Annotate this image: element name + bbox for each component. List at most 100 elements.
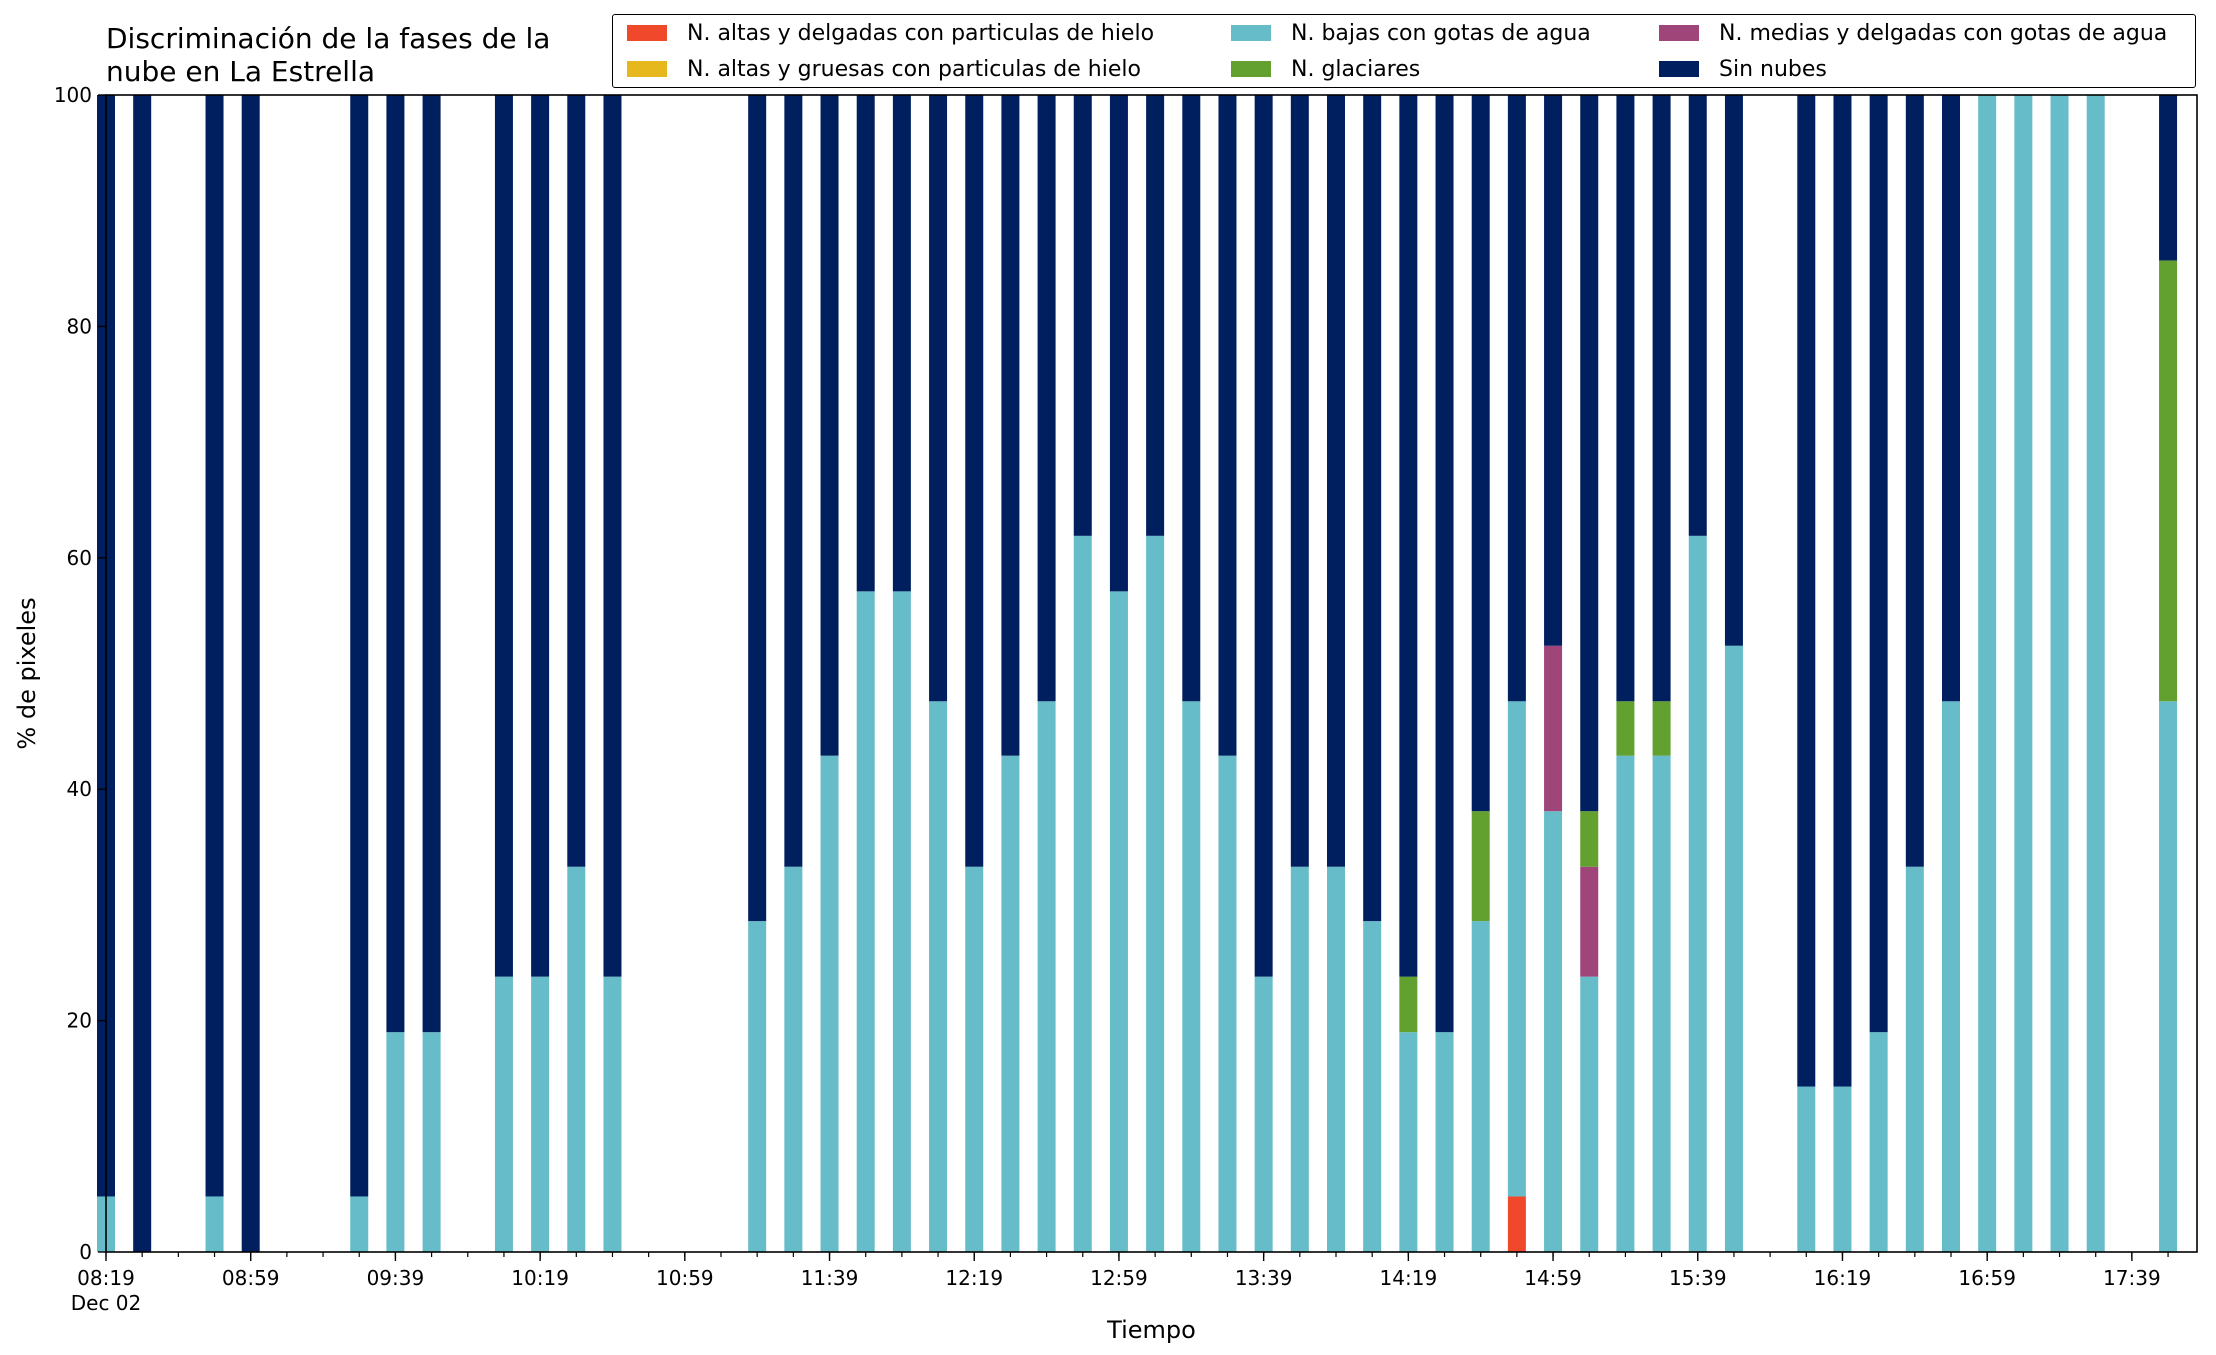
bar-segment-1349-series-5 [1290, 95, 1309, 867]
bar-segment-1349-series-2 [1290, 866, 1309, 1252]
bar-segment-1339-series-5 [1254, 95, 1273, 977]
x-tick-label-0819: 08:19 [77, 1266, 135, 1290]
x-tick-label-1539: 15:39 [1669, 1266, 1727, 1290]
bar-segment-1209-series-2 [929, 701, 948, 1252]
bar-segment-1159-series-5 [892, 95, 911, 592]
bar-segment-1519-series-2 [1616, 755, 1635, 1252]
bar-segment-1459-series-3 [1544, 645, 1563, 812]
x-tick-label-1259: 12:59 [1090, 1266, 1148, 1290]
bar-segment-1539-series-5 [1688, 95, 1707, 536]
x-tick-label-1219: 12:19 [945, 1266, 1003, 1290]
bar-segment-1119-series-2 [748, 921, 767, 1252]
bar-segment-1459-series-5 [1544, 95, 1563, 646]
bar-segment-1659-series-2 [1978, 95, 1997, 1252]
bar-segment-1249-series-2 [1073, 535, 1092, 1252]
bar-segment-0949-series-2 [422, 1032, 441, 1252]
bar-segment-1609-series-5 [1797, 95, 1816, 1087]
x-axis-label: Tiempo [1106, 1316, 1196, 1344]
bar-segment-1219-series-5 [965, 95, 984, 867]
x-tick-label-1619: 16:19 [1814, 1266, 1872, 1290]
bar-segment-1649-series-2 [1942, 701, 1960, 1252]
x-tick-label-1459: 14:59 [1524, 1266, 1582, 1290]
bar-segment-1139-series-2 [820, 755, 839, 1252]
bar-segment-1519-series-5 [1616, 95, 1635, 702]
y-tick-label-60: 60 [67, 546, 92, 570]
x-tick-label-1659: 16:59 [1958, 1266, 2016, 1290]
bar-segment-1419-series-5 [1399, 95, 1418, 977]
bar-segment-0929-series-2 [350, 1196, 369, 1252]
bar-segment-1019-series-2 [531, 976, 550, 1252]
bar-segment-1309-series-2 [1146, 535, 1165, 1252]
bar-segment-1149-series-2 [856, 591, 875, 1252]
chart-title: Discriminación de la fases de la nube en… [106, 22, 550, 88]
bar-segment-0949-series-5 [422, 95, 441, 1033]
bar-segment-1149-series-5 [856, 95, 875, 592]
legend-item-3: N. medias y delgadas con gotas de agua [1659, 18, 2167, 48]
legend-swatch-5 [1659, 61, 1699, 77]
bar-segment-1329-series-2 [1218, 755, 1237, 1252]
bar-segment-1319-series-5 [1182, 95, 1201, 702]
bar-segment-0939-series-5 [386, 95, 405, 1033]
x-tick-label-0939: 09:39 [367, 1266, 425, 1290]
bar-segment-1459-series-2 [1544, 811, 1563, 1252]
bar-segment-1619-series-2 [1833, 1086, 1852, 1252]
bar-segment-1319-series-2 [1182, 701, 1201, 1252]
bar-segment-0829-series-5 [133, 95, 152, 1252]
bar-segment-1629-series-5 [1869, 95, 1888, 1033]
bar-segment-1009-series-5 [494, 95, 513, 977]
bar-segment-1709-series-2 [2014, 95, 2033, 1252]
legend-label-2: N. bajas con gotas de agua [1291, 20, 1591, 46]
bar-segment-1729-series-2 [2086, 95, 2105, 1252]
legend-swatch-4 [1231, 61, 1271, 77]
bar-segment-1639-series-5 [1905, 95, 1924, 867]
bar-segment-1219-series-2 [965, 866, 984, 1252]
bar-segment-1649-series-5 [1942, 95, 1960, 702]
bar-segment-1419-series-2 [1399, 1032, 1418, 1252]
bar-segment-1439-series-4 [1471, 811, 1490, 922]
bar-segment-1249-series-5 [1073, 95, 1092, 536]
legend-item-1: N. altas y gruesas con particulas de hie… [627, 54, 1141, 84]
bar-segment-1159-series-2 [892, 591, 911, 1252]
y-tick-label-100: 100 [54, 83, 92, 107]
bar-segment-1439-series-2 [1471, 921, 1490, 1252]
bar-segment-1509-series-5 [1580, 95, 1599, 812]
legend-label-4: N. glaciares [1291, 56, 1421, 82]
plot-frame [105, 94, 2198, 1253]
legend-swatch-0 [627, 25, 667, 41]
legend-item-2: N. bajas con gotas de agua [1231, 18, 1591, 48]
bar-segment-1029-series-2 [567, 866, 586, 1252]
bar-segment-1639-series-2 [1905, 866, 1924, 1252]
bar-segment-1539-series-2 [1688, 535, 1707, 1252]
bar-segment-1629-series-2 [1869, 1032, 1888, 1252]
bar-segment-0939-series-2 [386, 1032, 405, 1252]
bar-segment-0849-series-5 [205, 95, 224, 1197]
bar-segment-1239-series-5 [1037, 95, 1056, 702]
bar-segment-1019-series-5 [531, 95, 550, 977]
bar-segment-0849-series-2 [205, 1196, 224, 1252]
x-tick-label-1139: 11:39 [801, 1266, 859, 1290]
x-tick-label-1059: 10:59 [656, 1266, 714, 1290]
bar-segment-1409-series-2 [1363, 921, 1382, 1252]
legend-label-5: Sin nubes [1719, 56, 1827, 82]
legend-label-0: N. altas y delgadas con particulas de hi… [687, 20, 1155, 46]
bar-segment-1429-series-2 [1435, 1032, 1454, 1252]
y-tick-label-20: 20 [67, 1009, 92, 1033]
bar-segment-1509-series-3 [1580, 866, 1599, 977]
bar-segment-1329-series-5 [1218, 95, 1237, 756]
y-tick-label-80: 80 [67, 314, 92, 338]
legend-swatch-3 [1659, 25, 1699, 41]
bar-segment-1529-series-4 [1652, 701, 1671, 756]
bar-segment-1259-series-5 [1109, 95, 1128, 592]
bar-segment-1529-series-2 [1652, 755, 1671, 1252]
bar-segment-1029-series-5 [567, 95, 586, 867]
bar-segment-1309-series-5 [1146, 95, 1165, 536]
bar-segment-1139-series-5 [820, 95, 839, 756]
bar-segment-1129-series-2 [784, 866, 803, 1252]
x-tick-sublabel: Dec 02 [71, 1291, 142, 1315]
bar-segment-1259-series-2 [1109, 591, 1128, 1252]
x-tick-label-1339: 13:39 [1235, 1266, 1293, 1290]
bar-segment-1239-series-2 [1037, 701, 1056, 1252]
bar-segment-1409-series-5 [1363, 95, 1382, 922]
bar-segment-1229-series-2 [1001, 755, 1020, 1252]
legend-swatch-1 [627, 61, 667, 77]
